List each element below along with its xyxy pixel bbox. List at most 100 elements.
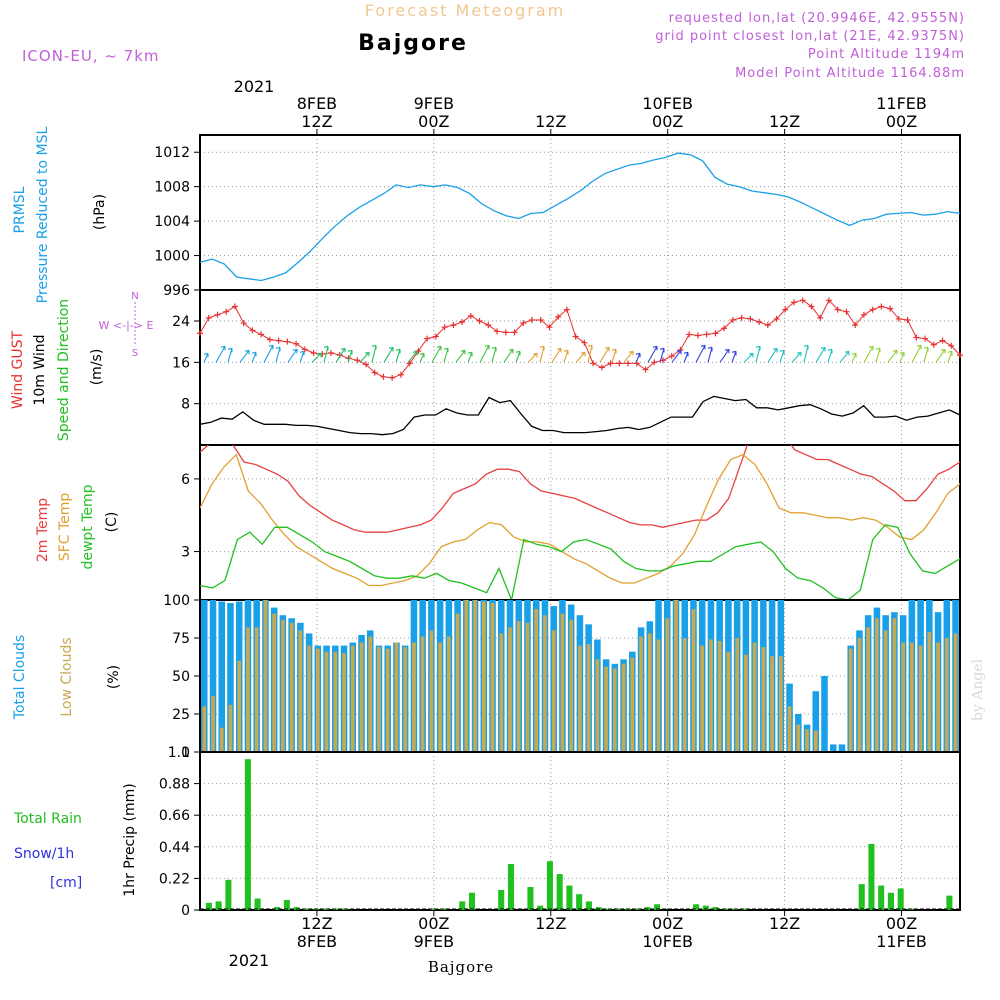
bottom-year: 2021 [229, 951, 270, 970]
footer-location: Bajgore [428, 958, 494, 976]
wind-direction-arrow [491, 346, 497, 363]
gust-marker [694, 332, 701, 339]
pressure-ytick-label: 996 [163, 283, 190, 299]
rain-bar [322, 908, 329, 910]
total-cloud-bar [829, 744, 837, 752]
low-cloud-bar [350, 645, 355, 752]
cloud-ytick-label: 50 [172, 669, 190, 685]
gust-marker [240, 320, 247, 327]
wind-direction-arrow [299, 350, 305, 363]
low-cloud-bar [412, 642, 416, 752]
low-cloud-bar [866, 627, 871, 752]
gridpoint-coords: grid point closest lon,lat (21E, 42.9375… [655, 29, 965, 44]
gust-marker [957, 352, 963, 359]
low-cloud-bar [682, 638, 687, 752]
low-cloud-bar [578, 645, 582, 752]
low-cloud-label: Low Clouds [59, 637, 75, 716]
wind-direction-arrow [671, 349, 682, 363]
gust-marker [581, 339, 588, 346]
wind-direction-arrow [335, 347, 346, 363]
wind-direction-arrow [215, 345, 226, 363]
pressure-panel: 996 1000 1004 1008 1012 [154, 134, 961, 299]
gust-marker [703, 331, 710, 338]
rain-bar [897, 888, 904, 910]
low-cloud-bar [901, 642, 905, 752]
low-cloud-bar [499, 633, 504, 752]
low-cloud-bar [857, 638, 862, 752]
wind-panel: 8 16 24 [172, 289, 963, 446]
gust-marker [284, 338, 291, 345]
low-cloud-bar [927, 631, 932, 752]
precip-ytick-label: 0.88 [159, 777, 190, 793]
low-cloud-bar [892, 618, 897, 752]
top-date-label: 11FEB [876, 94, 927, 113]
top-date-label: 9FEB [414, 94, 454, 113]
wind-direction-arrow [239, 349, 250, 363]
gust-marker [747, 315, 754, 322]
low-cloud-bar [481, 601, 486, 752]
low-cloud-bar [735, 638, 739, 752]
rain-bar [741, 908, 748, 910]
gust-marker [328, 350, 335, 357]
top-date-label: 8FEB [297, 94, 337, 113]
gust-marker [939, 337, 946, 344]
watermark: by Angel [970, 658, 986, 721]
precip-ytick-label: 0 [181, 903, 190, 919]
low-cloud-bar [447, 636, 451, 752]
low-cloud-bar [490, 603, 495, 752]
bottom-hour-label: 00Z [886, 914, 917, 933]
gust-marker [834, 306, 841, 313]
low-cloud-bar [796, 724, 801, 752]
low-cloud-bar [211, 695, 215, 752]
low-cloud-bar [403, 647, 408, 752]
low-cloud-bar [883, 630, 888, 752]
low-cloud-bar [272, 613, 276, 752]
low-cloud-bar [953, 633, 958, 752]
wind-direction-arrow [911, 344, 922, 363]
top-date-label: 10FEB [642, 94, 693, 113]
gust-marker [791, 299, 798, 306]
low-cloud-bar [359, 642, 364, 752]
gust-marker [293, 340, 300, 347]
wind-direction-arrow [311, 352, 322, 363]
temperature-labels: 2m Temp SFC Temp dewpt Temp (C) [35, 484, 120, 569]
gust-marker [712, 330, 719, 337]
wind-direction-arrow [587, 344, 593, 363]
wind-direction-arrow [839, 350, 850, 363]
wind-ytick-label: 8 [181, 397, 190, 413]
rain-bar [225, 879, 232, 910]
low-cloud-bar [848, 648, 853, 752]
low-cloud-bar [281, 619, 285, 752]
rain-bar [546, 861, 553, 910]
rain-bar [215, 901, 222, 910]
wind-direction-arrow [767, 347, 778, 363]
top-hour-label: 00Z [652, 112, 683, 131]
gust-marker [948, 342, 955, 349]
gust-marker [502, 329, 509, 336]
gust-marker [467, 312, 474, 319]
requested-coords: requested lon,lat (20.9946E, 42.9555N) [669, 11, 965, 26]
wind-direction-arrow [827, 348, 833, 363]
wind-direction-arrow [887, 349, 898, 363]
low-cloud-bar [455, 613, 460, 752]
low-cloud-bar [875, 618, 879, 752]
low-cloud-bar [429, 630, 434, 752]
rain-bar [459, 901, 466, 910]
low-cloud-bar [647, 633, 652, 752]
wind-direction-arrow [371, 344, 377, 363]
low-cloud-bar [717, 641, 722, 752]
low-cloud-bar [805, 729, 809, 752]
gust-marker [197, 330, 203, 337]
precip-panel: 0 0.22 0.44 0.66 0.88 1.1 [159, 745, 961, 919]
wind-direction-arrow [431, 345, 442, 363]
gust-marker [258, 331, 265, 338]
wind-direction-arrow [647, 345, 658, 363]
gust-marker [686, 331, 693, 338]
gust-marker [799, 297, 806, 304]
gust-marker [528, 316, 535, 323]
low-cloud-bar [709, 639, 713, 752]
wind-direction-arrow [815, 346, 826, 363]
precip-labels: Total Rain Snow/1h [cm] 1hr Precip (mm) [13, 783, 138, 896]
gust-marker [546, 324, 553, 331]
bottom-hour-label: 00Z [418, 914, 449, 933]
